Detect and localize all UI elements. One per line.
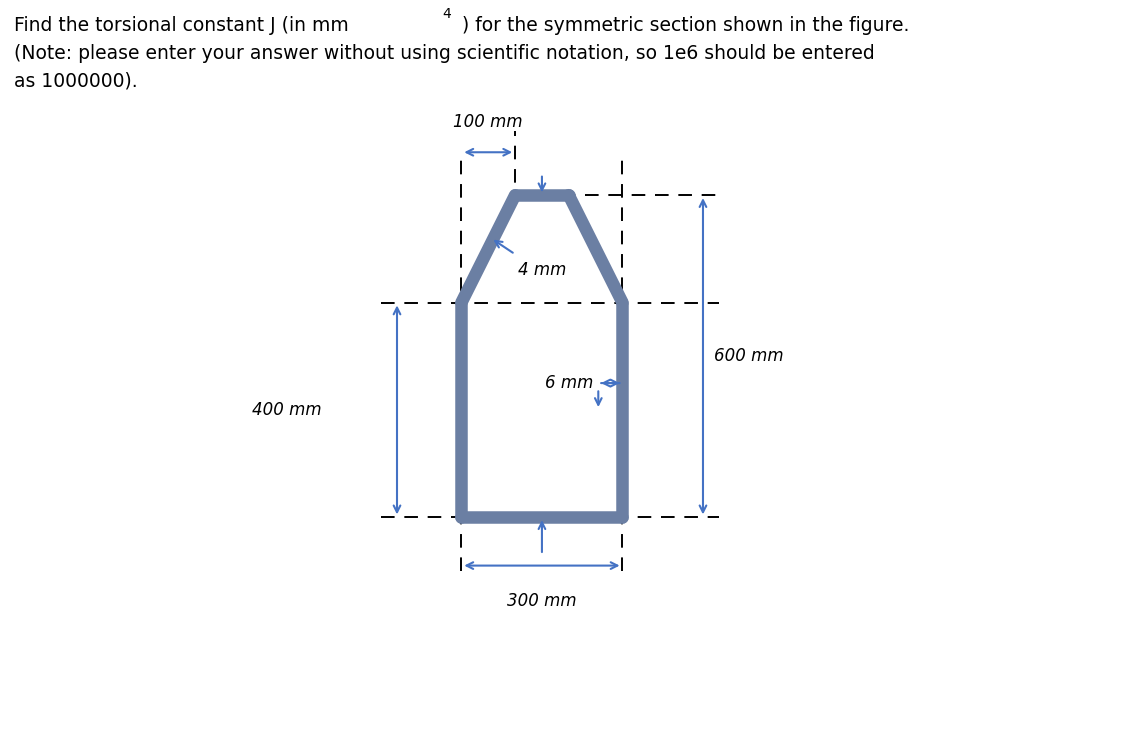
Text: (Note: please enter your answer without using scientific notation, so 1e6 should: (Note: please enter your answer without … — [14, 44, 875, 63]
Text: 100 mm: 100 mm — [453, 113, 523, 131]
Text: 300 mm: 300 mm — [507, 592, 577, 610]
Text: 4: 4 — [443, 7, 451, 21]
Text: 400 mm: 400 mm — [252, 401, 321, 419]
Text: 4 mm: 4 mm — [518, 261, 566, 279]
Text: as 1000000).: as 1000000). — [14, 72, 137, 91]
Text: 6 mm: 6 mm — [544, 374, 593, 392]
Text: Find the torsional constant J (in mm: Find the torsional constant J (in mm — [14, 16, 349, 35]
Text: ) for the symmetric section shown in the figure.: ) for the symmetric section shown in the… — [456, 16, 909, 35]
Text: 600 mm: 600 mm — [713, 347, 784, 365]
